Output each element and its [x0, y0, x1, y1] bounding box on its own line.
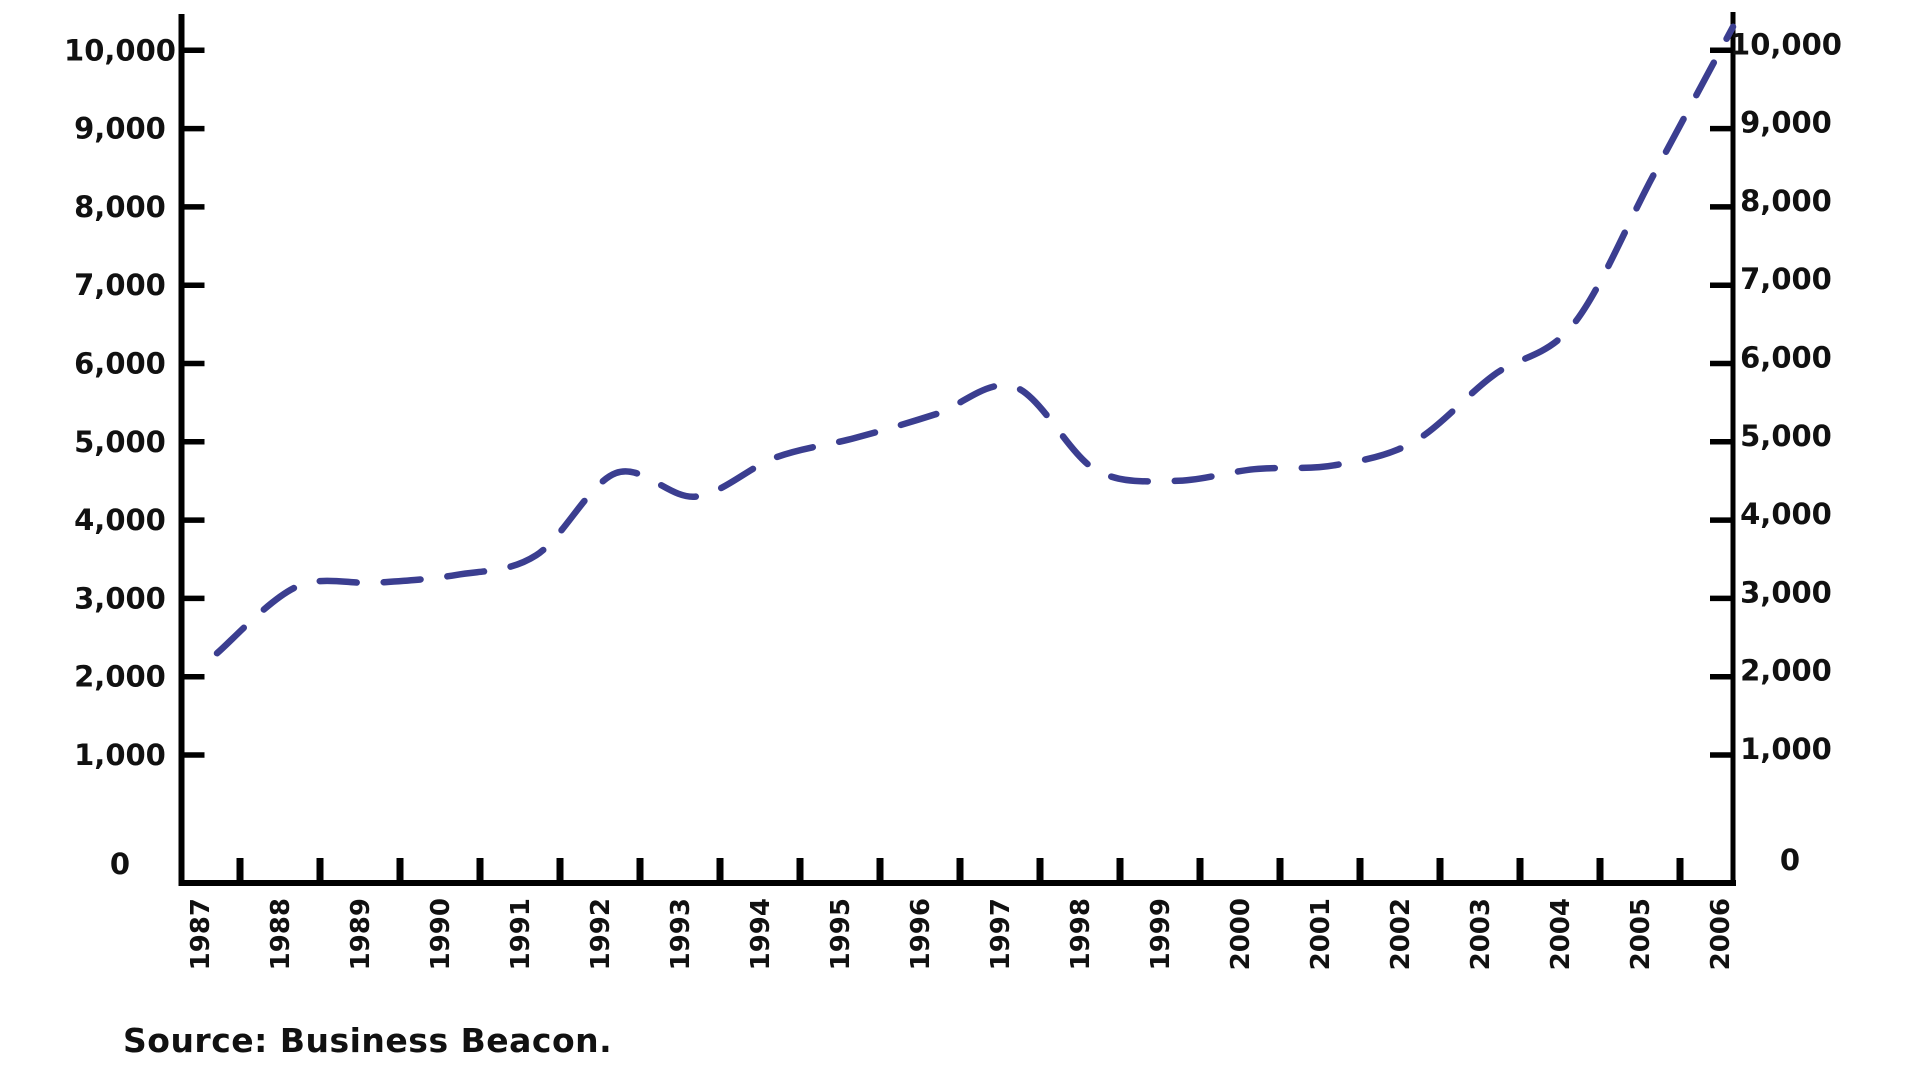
y-axis-label-left: 8,000	[74, 190, 166, 224]
x-axis-year-label: 2004	[1546, 898, 1576, 970]
y-axis-label-left: 1,000	[74, 738, 166, 772]
x-axis-year-label: 1999	[1146, 898, 1176, 970]
source-note: Source: Business Beacon.	[123, 1021, 613, 1060]
x-axis-year-label: 1995	[826, 898, 856, 970]
data-line	[213, 23, 1737, 657]
y-axis-label-left: 9,000	[74, 112, 166, 146]
x-axis-year-label: 1997	[986, 898, 1016, 970]
x-axis-year-label: 1994	[746, 898, 776, 970]
x-axis-year-label: 1998	[1066, 898, 1096, 970]
x-axis-year-label: 1988	[266, 898, 296, 970]
y-axis-label-left: 4,000	[74, 503, 166, 537]
x-axis-year-label: 1990	[426, 898, 456, 970]
x-axis-year-label: 1996	[906, 898, 936, 970]
x-axis-year-label: 2003	[1466, 898, 1496, 970]
y-axis-label-right: 7,000	[1740, 262, 1832, 296]
x-axis-year-label: 1987	[186, 898, 216, 970]
y-axis-label-left: 6,000	[74, 347, 166, 381]
x-axis-year-label: 1993	[666, 898, 696, 970]
y-axis-label-left: 3,000	[74, 581, 166, 615]
y-axis-label-right: 9,000	[1740, 106, 1832, 140]
x-axis-year-label: 1989	[346, 898, 376, 970]
x-axis-year-label: 2002	[1386, 898, 1416, 970]
x-axis-year-label: 2005	[1626, 898, 1656, 970]
y-axis-label-right: 5,000	[1740, 419, 1832, 453]
y-axis-label-right: 3,000	[1740, 575, 1832, 609]
y-axis-label-left: 10,000	[64, 33, 176, 67]
x-axis-year-label: 1991	[506, 898, 536, 970]
y-axis-label-left: 7,000	[74, 268, 166, 302]
y-axis-label-left: 2,000	[74, 660, 166, 694]
y-axis-label-right: 6,000	[1740, 341, 1832, 375]
x-axis-year-label: 2006	[1706, 898, 1736, 970]
y-axis-label-right: 4,000	[1740, 497, 1832, 531]
y-axis-zero-label-left: 0	[110, 847, 130, 881]
x-axis-year-label: 2000	[1226, 898, 1256, 970]
y-axis-label-right: 2,000	[1740, 654, 1832, 688]
x-axis-year-label: 1992	[586, 898, 616, 970]
y-axis-zero-label-right: 0	[1780, 843, 1800, 877]
y-axis-label-left: 5,000	[74, 425, 166, 459]
y-axis-label-right: 1,000	[1740, 732, 1832, 766]
y-axis-label-right: 8,000	[1740, 184, 1832, 218]
x-axis-year-label: 2001	[1306, 898, 1336, 970]
y-axis-label-right: 10,000	[1730, 27, 1842, 61]
